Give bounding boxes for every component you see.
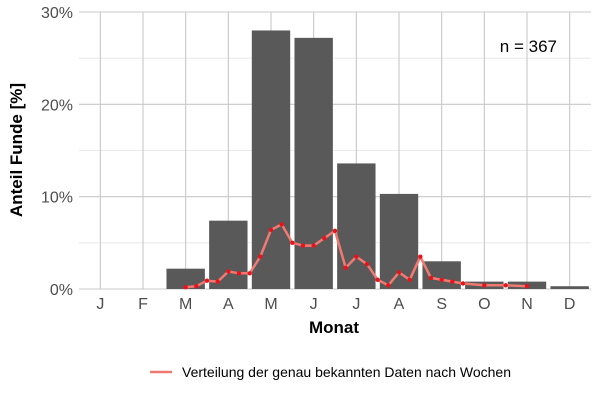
x-tick-label: D <box>564 296 576 313</box>
annotation-n: n = 367 <box>500 37 557 56</box>
weekly-point <box>247 271 252 276</box>
weekly-point <box>396 270 402 275</box>
x-tick-label: A <box>394 296 405 313</box>
weekly-point <box>300 243 306 248</box>
weekly-point <box>183 284 188 290</box>
y-axis-title: Anteil Funde [%] <box>7 83 26 217</box>
y-tick-label: 0% <box>50 282 73 299</box>
bar <box>550 286 589 289</box>
weekly-point <box>258 254 263 259</box>
weekly-point <box>322 236 327 241</box>
weekly-point <box>332 228 338 234</box>
x-tick-label: O <box>478 296 490 313</box>
weekly-point <box>503 283 508 288</box>
y-tick-label: 10% <box>41 190 73 207</box>
legend-label: Verteilung der genau bekannten Daten nac… <box>182 364 511 380</box>
bar <box>209 220 248 289</box>
y-ticks: 0% 10% 20% 30% <box>41 5 73 299</box>
weekly-point <box>386 283 391 288</box>
weekly-point <box>290 240 295 246</box>
bar <box>294 37 333 289</box>
weekly-point <box>311 243 316 248</box>
weekly-point <box>364 261 370 267</box>
weekly-point <box>194 284 199 289</box>
y-tick-label: 30% <box>41 5 73 22</box>
x-tick-label: S <box>436 296 447 313</box>
x-tick-label: M <box>264 296 277 313</box>
x-tick-label: J <box>96 296 104 313</box>
weekly-point <box>215 279 220 284</box>
weekly-point <box>354 254 359 259</box>
weekly-line <box>183 222 530 290</box>
x-tick-label: J <box>352 296 360 313</box>
weekly-point <box>226 269 231 274</box>
weekly-point <box>450 279 455 284</box>
x-tick-label: F <box>138 296 148 313</box>
weekly-point <box>418 254 423 259</box>
legend: Verteilung der genau bekannten Daten nac… <box>150 364 511 380</box>
weekly-point <box>204 278 210 283</box>
weekly-point <box>268 227 274 233</box>
weekly-point <box>439 277 444 282</box>
x-tick-label: J <box>310 296 318 313</box>
x-tick-label: N <box>521 296 533 313</box>
weekly-point <box>279 222 284 227</box>
bar <box>166 268 205 289</box>
y-tick-label: 20% <box>41 97 73 114</box>
bar <box>251 30 291 289</box>
x-tick-label: M <box>179 296 192 313</box>
weekly-point <box>343 265 348 270</box>
weekly-point <box>524 284 530 289</box>
weekly-point <box>375 277 380 282</box>
bars <box>166 30 589 289</box>
weekly-point <box>428 275 434 281</box>
x-axis-title: Monat <box>309 318 359 337</box>
weekly-point <box>236 271 242 276</box>
weekly-point <box>460 281 466 286</box>
weekly-point <box>407 277 412 282</box>
weekly-point <box>482 283 487 288</box>
x-tick-label: A <box>223 296 234 313</box>
